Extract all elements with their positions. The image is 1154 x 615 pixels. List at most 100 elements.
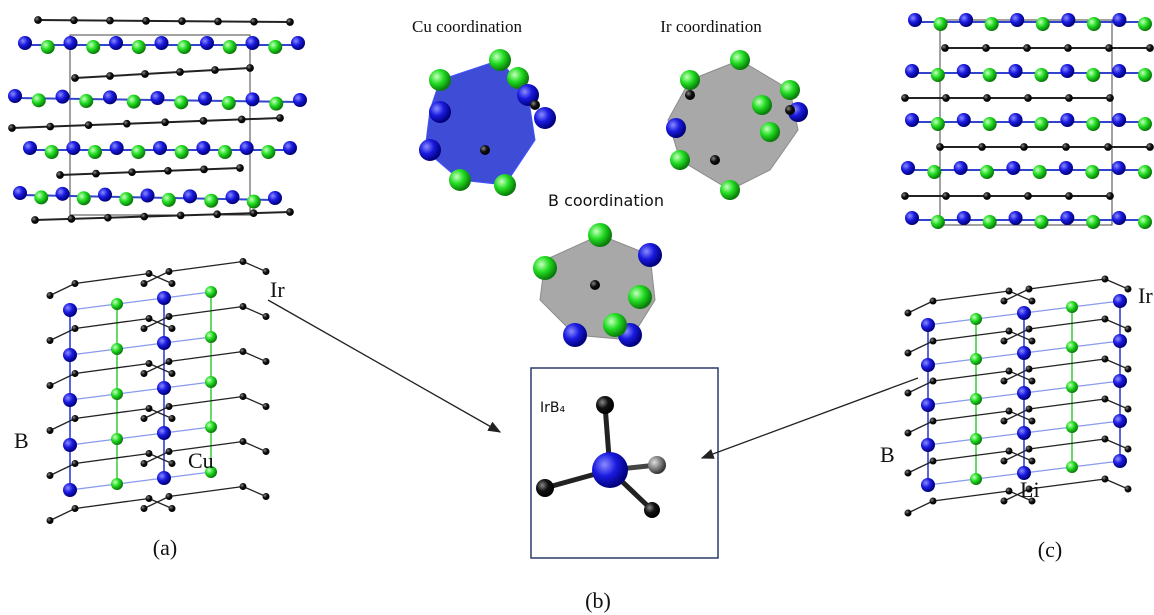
atom xyxy=(34,16,42,24)
atom xyxy=(449,169,471,191)
bond xyxy=(908,461,933,473)
label: B xyxy=(14,428,29,453)
atom xyxy=(72,325,79,332)
atom xyxy=(921,398,935,412)
atom xyxy=(1113,454,1127,468)
bond xyxy=(50,284,75,296)
atom xyxy=(1138,17,1152,31)
bond xyxy=(908,421,933,433)
atom xyxy=(1034,215,1048,229)
bond xyxy=(164,427,211,433)
bond xyxy=(75,499,149,509)
atom xyxy=(1009,211,1023,225)
atom xyxy=(240,141,254,155)
figure: Cu coordination Ir coordination B coordi… xyxy=(0,0,1154,615)
atom xyxy=(72,280,79,287)
atom xyxy=(79,94,93,108)
atom xyxy=(63,393,77,407)
atom xyxy=(592,452,628,488)
atom xyxy=(1112,13,1126,27)
atom xyxy=(1026,406,1033,413)
atom xyxy=(141,325,148,332)
atom xyxy=(155,36,169,50)
atom xyxy=(1066,381,1078,393)
atom xyxy=(46,123,54,131)
atom xyxy=(941,44,949,52)
atom xyxy=(1066,421,1078,433)
atom xyxy=(293,93,307,107)
bond xyxy=(117,298,164,304)
atom xyxy=(141,460,148,467)
atom xyxy=(1113,294,1127,308)
bond xyxy=(928,319,976,325)
atom xyxy=(1029,378,1036,385)
atom xyxy=(1026,326,1033,333)
atom xyxy=(164,167,172,175)
atom xyxy=(109,36,123,50)
atom xyxy=(1024,192,1032,200)
atom xyxy=(110,141,124,155)
atom xyxy=(983,117,997,131)
bond xyxy=(50,329,75,341)
bond xyxy=(243,397,266,407)
atom xyxy=(780,80,800,100)
atom xyxy=(1017,386,1031,400)
atom xyxy=(710,155,720,165)
bond xyxy=(75,274,149,284)
atom xyxy=(685,90,695,100)
atom xyxy=(921,318,935,332)
atom xyxy=(1086,215,1100,229)
atom xyxy=(103,90,117,104)
atom xyxy=(268,40,282,54)
atom xyxy=(1146,44,1154,52)
atom xyxy=(1125,326,1132,333)
atom xyxy=(628,285,652,309)
atom xyxy=(1017,426,1031,440)
atom xyxy=(1102,476,1109,483)
atom xyxy=(936,143,944,151)
atom xyxy=(111,478,123,490)
atom xyxy=(957,64,971,78)
bond xyxy=(1072,381,1120,387)
bond xyxy=(243,262,266,272)
atom xyxy=(901,94,909,102)
atom xyxy=(286,208,294,216)
bond xyxy=(976,313,1024,319)
bond xyxy=(70,484,117,490)
label: Cu coordination xyxy=(412,17,523,36)
bond xyxy=(1029,359,1105,369)
atom xyxy=(1001,338,1008,345)
atom xyxy=(1066,461,1078,473)
atom xyxy=(670,150,690,170)
atom xyxy=(1017,346,1031,360)
atom xyxy=(1001,458,1008,465)
atom xyxy=(169,325,176,332)
atom xyxy=(132,40,146,54)
bond xyxy=(1029,399,1105,409)
atom xyxy=(141,370,148,377)
arrow xyxy=(268,300,500,432)
atom xyxy=(263,403,270,410)
atom xyxy=(240,393,247,400)
atom xyxy=(978,143,986,151)
atom xyxy=(246,92,260,106)
atom xyxy=(930,378,937,385)
atom xyxy=(1102,316,1109,323)
atom xyxy=(263,448,270,455)
atom xyxy=(927,165,941,179)
atom xyxy=(1029,338,1036,345)
atom xyxy=(1001,418,1008,425)
atom xyxy=(123,120,131,128)
atom xyxy=(200,117,208,125)
atom xyxy=(1029,298,1036,305)
caption: (c) xyxy=(1038,537,1062,562)
bond xyxy=(1029,439,1105,449)
atom xyxy=(72,370,79,377)
bond xyxy=(117,433,164,439)
atom xyxy=(169,505,176,512)
atom xyxy=(905,430,912,437)
atom xyxy=(1006,448,1013,455)
atom xyxy=(286,18,294,26)
atom xyxy=(142,17,150,25)
atom xyxy=(88,145,102,159)
